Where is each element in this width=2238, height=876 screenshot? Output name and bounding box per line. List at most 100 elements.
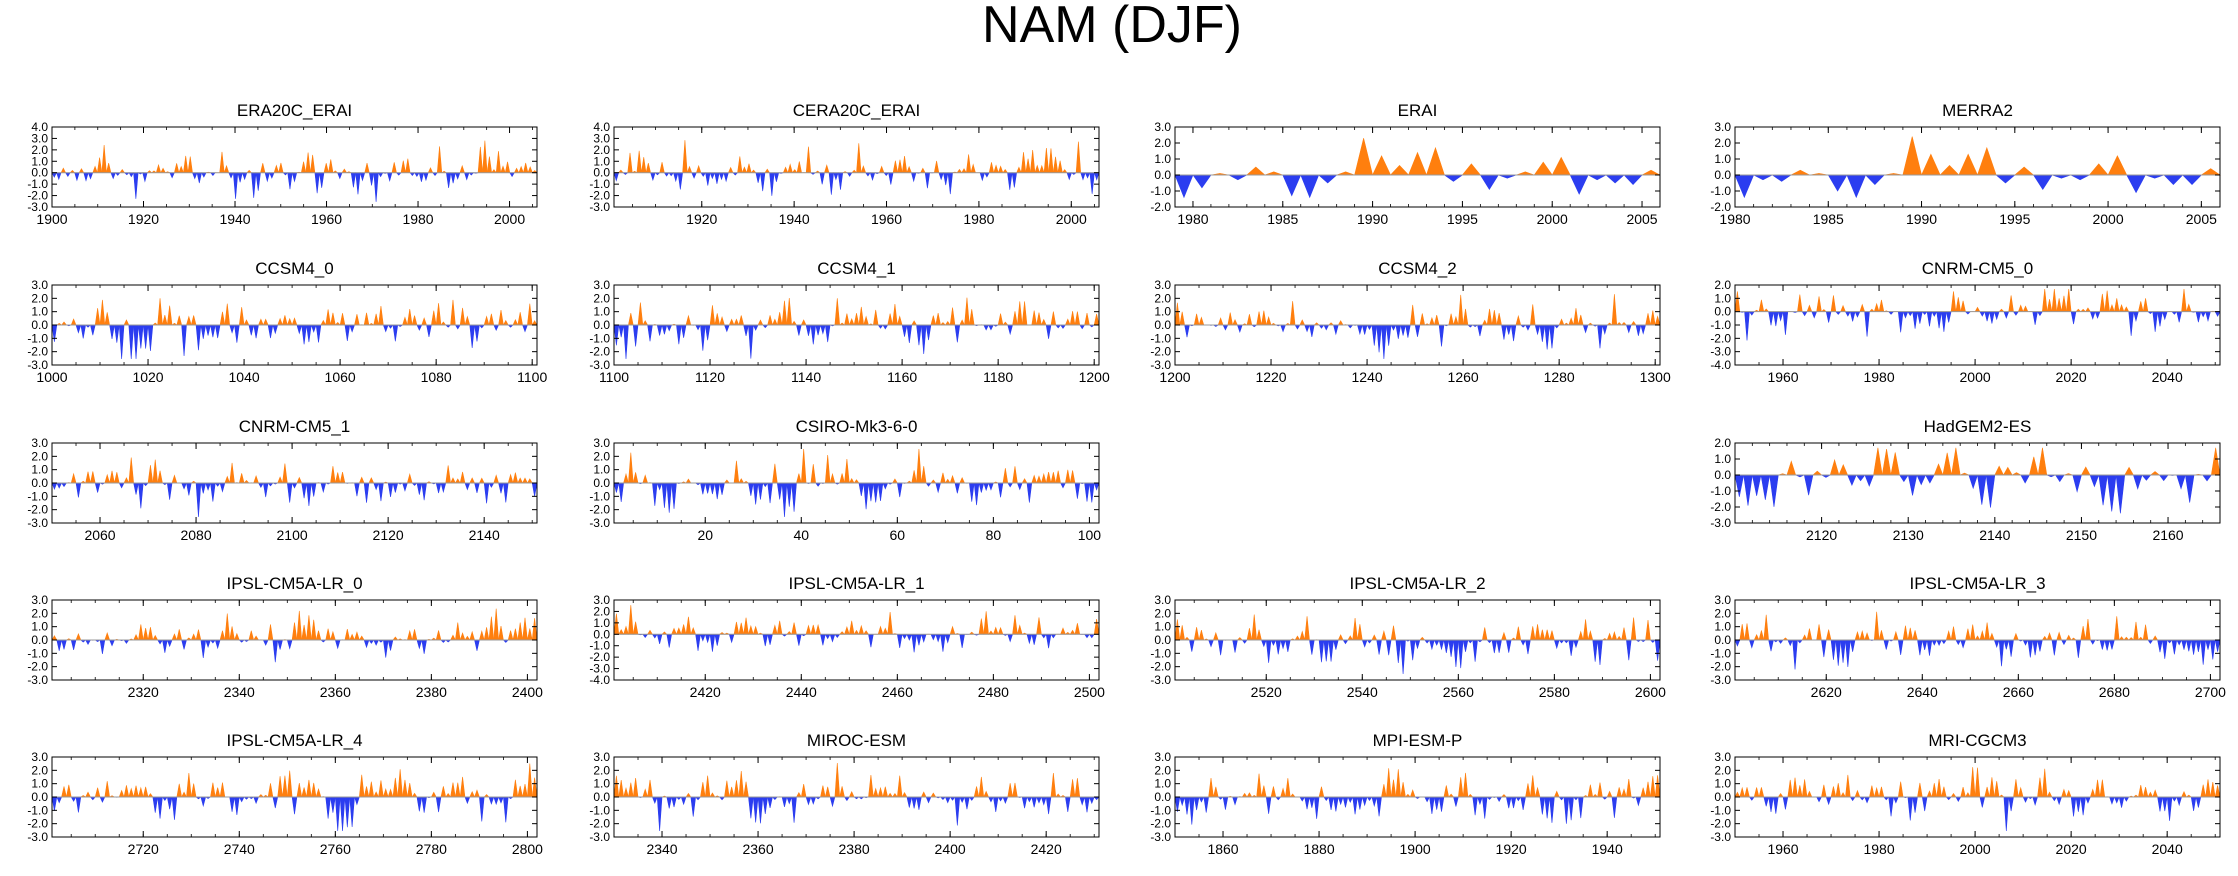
data-spike	[157, 298, 163, 326]
x-tick-label: 2580	[1539, 684, 1570, 700]
x-tick-label: 1900	[1400, 841, 1431, 857]
x-tick-label: 1920	[1496, 841, 1527, 857]
data-spike	[75, 482, 82, 498]
data-spike	[1443, 639, 1450, 653]
y-tick-label: 2.0	[1714, 136, 1731, 150]
data-spike	[171, 474, 178, 484]
panel-title: IPSL-CM5A-LR_2	[1349, 574, 1485, 593]
data-spike	[1192, 174, 1212, 189]
y-tick-label: 1.0	[1714, 452, 1731, 466]
data-spike	[983, 611, 989, 635]
data-spike	[2162, 796, 2168, 812]
data-spike	[400, 160, 406, 174]
data-spike	[459, 307, 466, 326]
data-spike	[2137, 301, 2144, 312]
data-spike	[810, 324, 817, 345]
data-spike	[503, 482, 509, 503]
data-spike	[1453, 639, 1459, 667]
data-spike	[714, 172, 720, 184]
x-tick-label: 2020	[2056, 841, 2087, 857]
y-tick-label: 4.0	[593, 120, 610, 134]
y-tick-label: 1.0	[1154, 620, 1171, 634]
data-spike	[1854, 789, 1861, 798]
data-spike	[940, 633, 946, 652]
data-spike	[1933, 463, 1944, 476]
x-tick-label: 1960	[1767, 841, 1798, 857]
data-spike	[363, 639, 370, 649]
data-spike	[517, 622, 523, 641]
data-spike	[1984, 786, 1990, 798]
x-tick-label: 1100	[599, 369, 629, 385]
data-spike	[1323, 639, 1329, 662]
x-tick-label: 2380	[839, 841, 870, 857]
data-spike	[906, 796, 913, 808]
plot-frame	[1734, 126, 2221, 208]
x-tick-label: 1940	[1592, 841, 1623, 857]
data-spike	[1878, 630, 1885, 641]
data-spike	[273, 164, 280, 174]
data-spike	[1916, 474, 1927, 486]
data-spike	[286, 482, 293, 503]
data-spike	[330, 630, 336, 641]
data-spike	[882, 786, 889, 798]
data-spike	[201, 172, 207, 178]
data-spike	[2149, 471, 2161, 476]
y-tick-label: -3.0	[589, 200, 610, 214]
data-spike	[762, 633, 769, 647]
data-spike	[109, 324, 115, 340]
panel-cera20c-erai: CERA20C_ERAI4.03.02.01.00.0-1.0-2.0-3.01…	[589, 101, 1100, 227]
data-spike	[2176, 474, 2186, 490]
data-spike	[1787, 779, 1793, 798]
data-spike	[970, 163, 976, 174]
data-spike	[906, 633, 913, 641]
data-spike	[301, 787, 307, 798]
y-tick-label: 0.0	[593, 318, 610, 332]
data-spike	[344, 796, 351, 828]
data-spike	[2205, 639, 2211, 650]
data-spike	[1036, 475, 1042, 484]
data-spike	[776, 620, 783, 635]
data-spike	[1366, 796, 1373, 801]
data-spike	[772, 463, 778, 484]
x-tick-label: 1300	[1640, 369, 1671, 385]
x-tick-label: 2660	[2003, 684, 2034, 700]
data-spike	[325, 309, 331, 326]
data-spike	[166, 305, 173, 326]
data-spike	[200, 482, 207, 494]
data-spike	[1002, 796, 1009, 804]
y-tick-label: -3.0	[27, 830, 48, 844]
x-tick-label: 1985	[1813, 211, 1844, 227]
data-spike	[925, 324, 932, 341]
data-spike	[1395, 639, 1402, 663]
x-tick-label: 1995	[1447, 211, 1478, 227]
data-spike	[368, 172, 375, 186]
y-tick-label: -2.0	[1150, 200, 1171, 214]
data-spike	[637, 302, 644, 326]
y-tick-label: 2.0	[593, 763, 610, 777]
data-spike	[901, 633, 908, 640]
data-spike	[673, 172, 679, 183]
data-spike	[2032, 174, 2053, 190]
data-spike	[961, 168, 967, 174]
data-spike	[1635, 324, 1642, 336]
data-spike	[306, 779, 312, 798]
y-tick-label: -2.0	[27, 503, 48, 517]
x-tick-label: 2000	[1960, 369, 1991, 385]
x-tick-label: 1960	[871, 211, 902, 227]
data-spike	[933, 160, 940, 174]
data-spike	[2070, 174, 2090, 181]
data-spike	[118, 482, 125, 489]
x-tick-label: 2005	[2186, 211, 2217, 227]
data-spike	[628, 782, 634, 798]
data-spike	[863, 630, 870, 635]
y-tick-label: -2.0	[1710, 500, 1731, 514]
data-spike	[719, 482, 725, 495]
data-spike	[868, 774, 874, 798]
data-spike	[85, 471, 91, 484]
data-spike	[1993, 311, 2000, 321]
data-spike	[1950, 291, 1957, 312]
data-spike	[2008, 639, 2014, 657]
data-spike	[1007, 633, 1013, 643]
data-spike	[2013, 166, 2035, 176]
